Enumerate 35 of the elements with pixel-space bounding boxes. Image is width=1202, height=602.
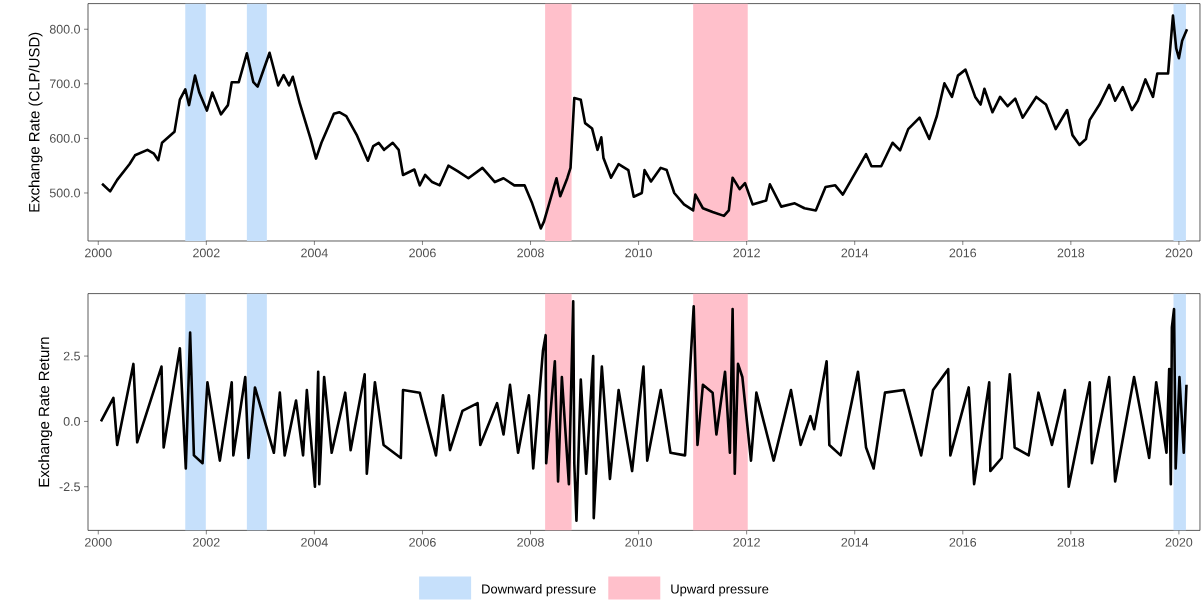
- x-tick-label: 2020: [1165, 248, 1193, 258]
- legend-label: Downward pressure: [482, 584, 596, 597]
- legend-label: Upward pressure: [671, 584, 769, 597]
- x-tick-label: 2018: [1057, 537, 1085, 547]
- x-tick-label: 2002: [193, 248, 220, 258]
- x-tick-label: 2018: [1057, 248, 1085, 258]
- x-tick-label: 2020: [1165, 537, 1193, 547]
- y-tick-label: -2.5: [59, 482, 80, 492]
- y-axis-title: Exchange Rate Return: [38, 337, 53, 487]
- y-axis-title: Exchange Rate (CLP/USD): [28, 32, 43, 212]
- x-tick-label: 2010: [625, 248, 652, 258]
- x-tick-label: 2014: [841, 248, 869, 258]
- x-tick-label: 2008: [517, 537, 544, 547]
- x-tick-label: 2006: [409, 248, 436, 258]
- y-tick-label: 0.0: [63, 417, 81, 426]
- x-tick-label: 2014: [841, 537, 869, 547]
- x-tick-label: 2016: [949, 248, 977, 258]
- x-tick-label: 2012: [733, 537, 760, 547]
- y-tick-label: 2.5: [63, 351, 80, 361]
- y-tick-label: 800.0: [49, 24, 81, 34]
- x-tick-label: 2006: [409, 537, 436, 547]
- x-tick-label: 2012: [733, 248, 760, 258]
- line-series: [100, 14, 1189, 230]
- x-tick-label: 2010: [625, 537, 652, 547]
- y-tick-label: 700.0: [49, 79, 81, 89]
- x-tick-label: 2004: [301, 537, 328, 547]
- x-tick-label: 2016: [949, 537, 977, 547]
- x-tick-label: 2000: [85, 537, 112, 547]
- x-tick-label: 2002: [193, 537, 220, 547]
- y-tick-label: 600.0: [49, 134, 81, 143]
- x-tick-label: 2000: [85, 248, 112, 258]
- line-series: [99, 299, 1188, 523]
- x-tick-label: 2008: [517, 248, 544, 258]
- x-tick-label: 2004: [301, 248, 328, 258]
- y-tick-label: 500.0: [49, 188, 81, 198]
